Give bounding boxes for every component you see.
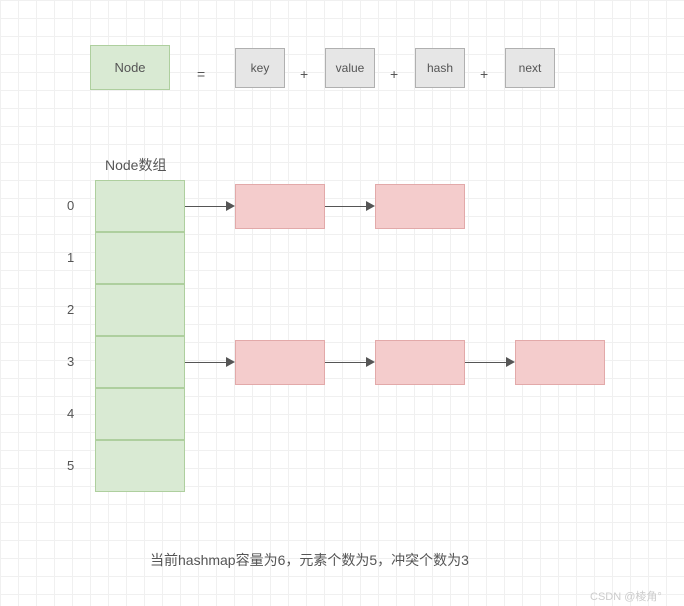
array-title: Node数组 [105,155,166,175]
array-index-3: 3 [67,354,74,369]
arrow-line [465,362,507,363]
watermark: CSDN @棱角° [590,588,662,604]
equals-operator: = [197,66,205,82]
plus-operator: + [390,66,398,82]
arrow-line [185,206,227,207]
chain-node-r0-n0 [235,184,325,229]
arrow-head-icon [506,357,515,367]
diagram-canvas: Node = key + value + hash + next Node数组 0 1 2 3 4 5 当前ha… [0,0,684,606]
chain-node-r3-n1 [375,340,465,385]
plus-operator: + [480,66,488,82]
component-box-key: key [235,48,285,88]
component-box-next: next [505,48,555,88]
array-cell-0 [95,180,185,232]
arrow-head-icon [366,201,375,211]
array-index-0: 0 [67,198,74,213]
component-box-hash: hash [415,48,465,88]
arrow-head-icon [226,201,235,211]
array-cell-4 [95,388,185,440]
chain-node-r3-n0 [235,340,325,385]
array-index-5: 5 [67,458,74,473]
caption-text: 当前hashmap容量为6，元素个数为5，冲突个数为3 [150,550,469,570]
array-cell-2 [95,284,185,336]
arrow-head-icon [366,357,375,367]
array-cell-1 [95,232,185,284]
chain-node-r0-n1 [375,184,465,229]
chain-node-r3-n2 [515,340,605,385]
array-index-2: 2 [67,302,74,317]
arrow-head-icon [226,357,235,367]
arrow-line [185,362,227,363]
array-index-4: 4 [67,406,74,421]
arrow-line [325,362,367,363]
arrow-line [325,206,367,207]
array-index-1: 1 [67,250,74,265]
array-cell-3 [95,336,185,388]
component-box-value: value [325,48,375,88]
plus-operator: + [300,66,308,82]
node-definition-box: Node [90,45,170,90]
array-cell-5 [95,440,185,492]
